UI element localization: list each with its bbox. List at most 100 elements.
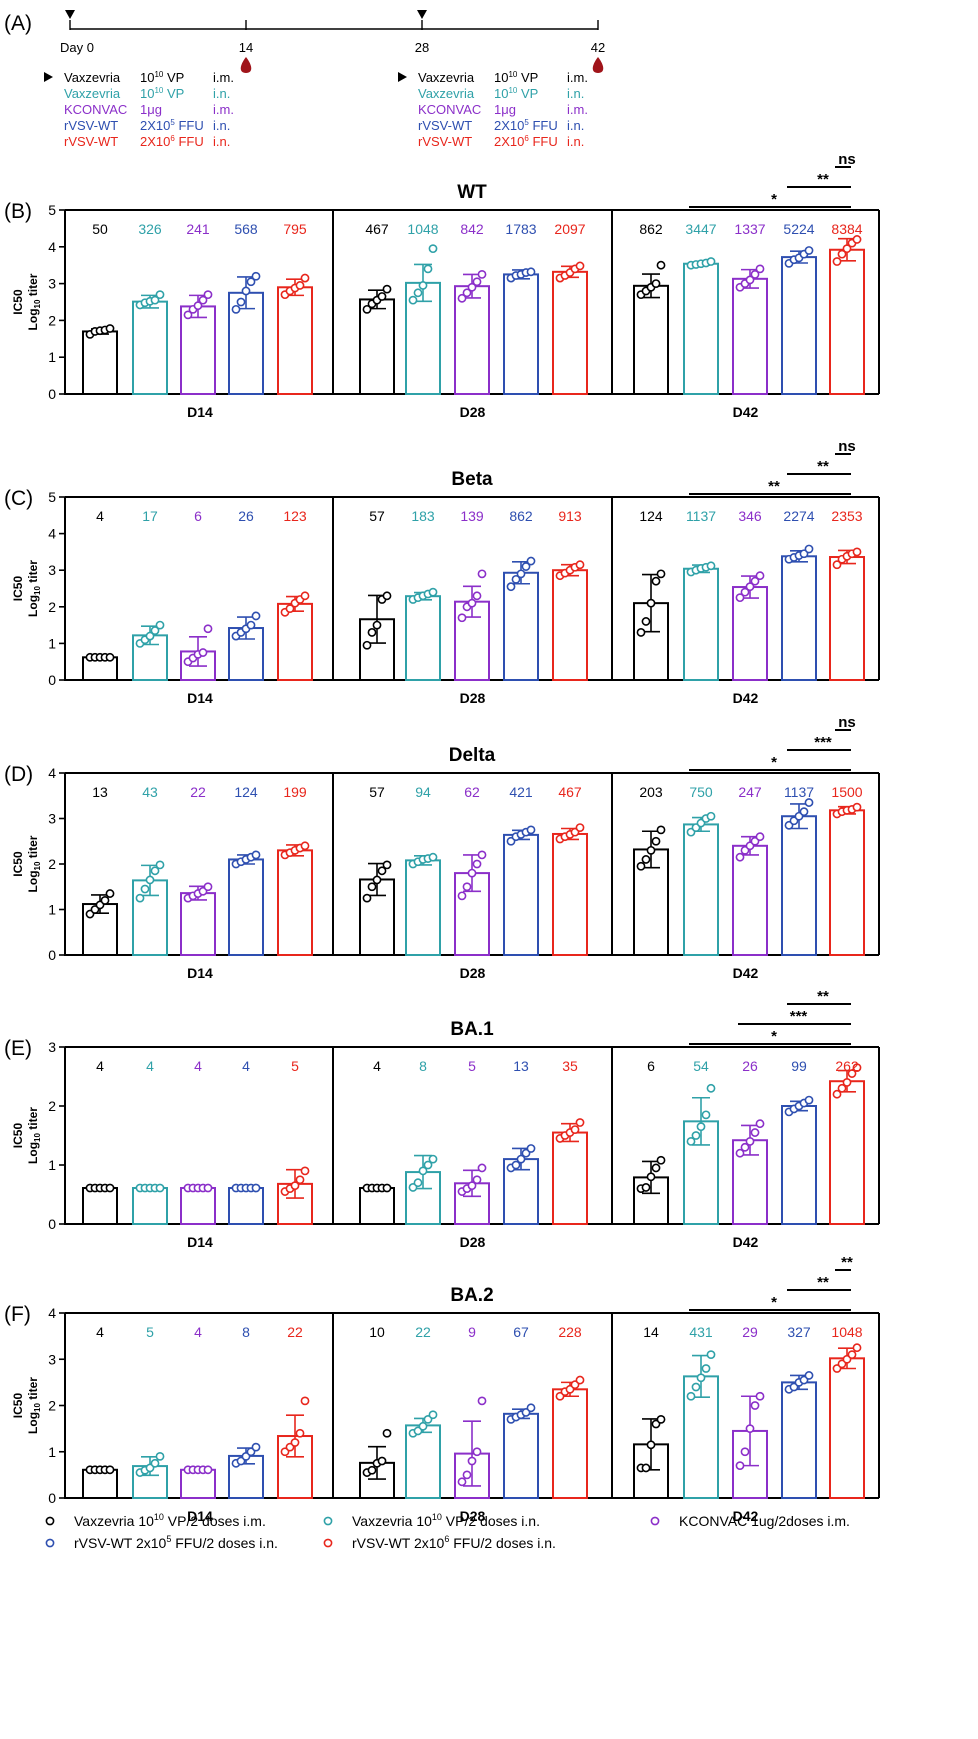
y-tick-label: 2 (48, 1398, 56, 1414)
regimen-dose-base: 2X10 (140, 134, 170, 149)
y-tick-label: 1 (48, 1444, 56, 1460)
titer-label: 67 (513, 1324, 529, 1340)
data-point (852, 802, 862, 812)
titer-label: 8 (419, 1058, 427, 1074)
titer-label: 9 (468, 1324, 476, 1340)
y-tick-label: 3 (48, 1039, 56, 1055)
data-point (521, 562, 531, 571)
x-group-label: D28 (460, 690, 486, 706)
data-point (847, 1350, 857, 1360)
titer-label: 862 (639, 221, 663, 237)
regimen-dose: 1μg (140, 102, 162, 117)
data-point (290, 1181, 300, 1191)
data-point (377, 292, 387, 301)
titer-label: 4 (242, 1058, 250, 1074)
regimen-route: i.m. (213, 102, 234, 117)
bar (454, 872, 490, 956)
titer-label: 57 (369, 784, 385, 800)
data-point (295, 1428, 305, 1438)
data-point (362, 640, 372, 650)
data-point (467, 598, 477, 608)
regimen-route: i.n. (567, 118, 584, 133)
regimen-dose: 1010 VP (494, 70, 538, 85)
significance-label: ns (838, 438, 856, 455)
y-tick-label: 3 (48, 1351, 56, 1367)
regimen-dose: 2X106 FFU (140, 134, 204, 149)
x-group-label: D14 (187, 690, 213, 706)
panel-title: BA.1 (450, 1019, 494, 1040)
titer-label: 123 (283, 508, 307, 524)
data-point (526, 1144, 536, 1153)
y-tick-label: 4 (48, 1305, 56, 1321)
titer-label: 94 (415, 784, 431, 800)
titer-label: 54 (693, 1058, 709, 1074)
legend-text-main: Vaxzevria 10 (352, 1513, 432, 1529)
legend-text-sup: 5 (166, 1534, 171, 1544)
data-point (428, 1154, 438, 1164)
panel-label: (F) (4, 1303, 31, 1326)
significance-label: ** (817, 171, 829, 188)
y-tick-label: 0 (48, 1216, 56, 1232)
titer-label: 4 (373, 1058, 381, 1074)
titer-label: 62 (464, 784, 480, 800)
data-point (651, 836, 661, 846)
titer-label: 10 (369, 1324, 385, 1340)
data-point (472, 591, 482, 601)
data-point (241, 286, 251, 296)
y-axis-label-line1: IC50 (11, 1393, 25, 1419)
data-point (852, 1063, 862, 1073)
data-point (150, 626, 160, 635)
significance-label: *** (814, 734, 832, 751)
regimen-dose-unit: FFU (529, 118, 558, 133)
regimen-dose: 2X105 FFU (140, 118, 204, 133)
titer-label: 99 (791, 1058, 807, 1074)
data-point (382, 860, 392, 870)
data-point (367, 628, 377, 637)
panel-label: (B) (4, 200, 32, 223)
data-point (641, 1183, 651, 1192)
bar (503, 273, 539, 395)
significance-label: ** (817, 1274, 829, 1291)
y-tick-label: 4 (48, 765, 56, 781)
data-point (457, 293, 467, 303)
data-point (656, 1155, 666, 1165)
bar (82, 330, 118, 396)
legend-text: rVSV-WT 2x105 FFU/2 doses i.n. (74, 1534, 278, 1551)
bar (277, 849, 313, 956)
regimen-name: Vaxzevria (418, 70, 475, 85)
data-point (105, 889, 115, 898)
titer-label: 139 (460, 508, 484, 524)
blood-drop-icon (240, 57, 252, 73)
titer-label: 862 (509, 508, 533, 524)
data-point (706, 561, 716, 571)
regimen-route: i.m. (567, 102, 588, 117)
titer-label: 467 (365, 221, 389, 237)
legend-text: Vaxzevria 1010 VP/2 doses i.n. (352, 1512, 540, 1529)
data-point (462, 882, 472, 892)
dose-arrow-icon (417, 10, 427, 19)
data-point (750, 269, 760, 279)
regimen-arrow-icon (398, 72, 407, 82)
data-point (842, 244, 852, 254)
regimen-route: i.n. (213, 118, 230, 133)
data-point (377, 1456, 387, 1466)
data-point (656, 825, 666, 835)
regimen-dose-base: 2X10 (494, 134, 524, 149)
data-point (477, 1396, 487, 1406)
bar (781, 815, 817, 956)
data-point (651, 1163, 661, 1173)
titer-label: 1783 (505, 221, 536, 237)
y-axis-label-sub: 10 (33, 861, 42, 870)
significance-label: ns (838, 714, 856, 731)
significance-label: *** (790, 1008, 808, 1025)
y-tick-label: 1 (48, 349, 56, 365)
titer-label: 13 (92, 784, 108, 800)
data-point (150, 1458, 160, 1468)
data-point (651, 279, 661, 288)
data-point (651, 576, 661, 586)
data-point (745, 1137, 755, 1146)
data-point (236, 297, 246, 307)
data-point (467, 1181, 477, 1191)
data-point (100, 896, 110, 905)
